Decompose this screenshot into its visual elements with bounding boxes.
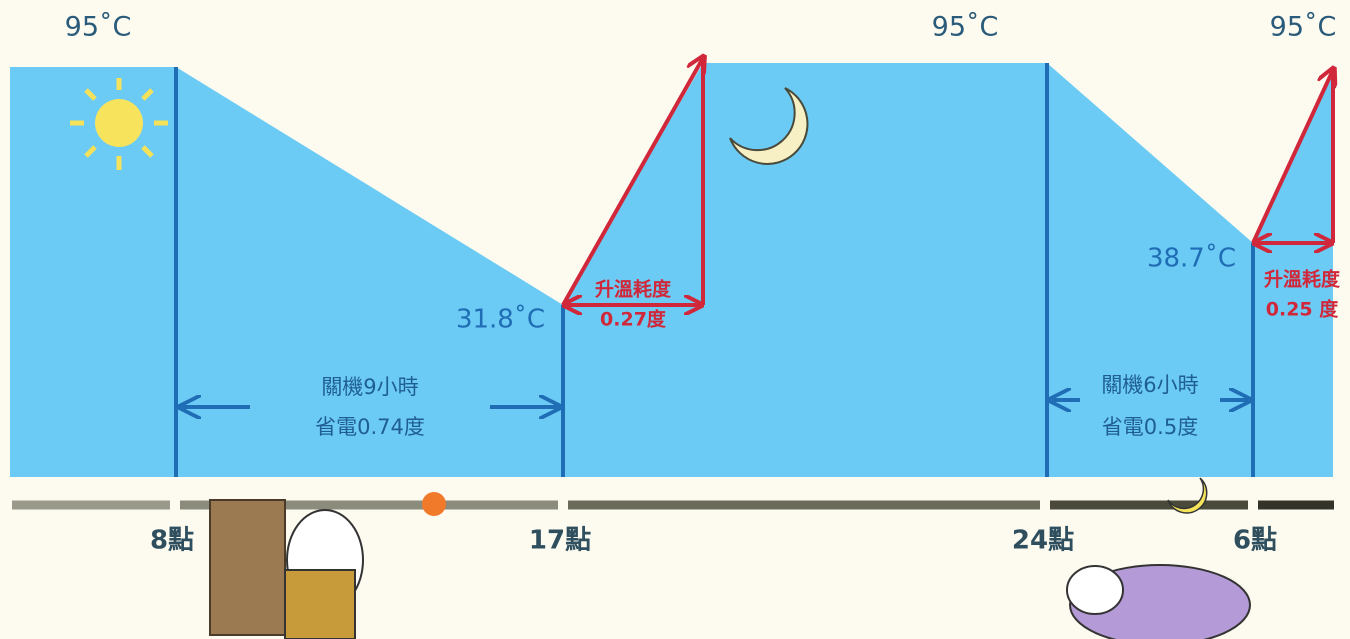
- off-title: 關機9小時: [321, 375, 418, 399]
- time-label: 17點: [529, 526, 591, 556]
- reheat-title: 升溫耗度: [1264, 268, 1341, 291]
- reheat-arrows: [561, 58, 1333, 305]
- reheat-value: 0.25 度: [1266, 298, 1339, 321]
- time-label: 8點: [150, 526, 194, 556]
- off-arrows: [182, 400, 1248, 407]
- divider-lines: [174, 63, 1255, 477]
- off-value: 省電0.5度: [1102, 415, 1198, 439]
- time-label: 24點: [1012, 526, 1074, 556]
- moon-small: [1167, 477, 1208, 514]
- sun-icon: [70, 78, 168, 170]
- top-temp: 95˚C: [932, 12, 999, 43]
- bear-bed: [1066, 564, 1251, 639]
- moon-icon: [729, 87, 809, 165]
- low-temp: 38.7˚C: [1147, 244, 1236, 274]
- top-temp: 95˚C: [65, 12, 132, 43]
- time-label: 6點: [1233, 526, 1277, 556]
- low-temp: 31.8˚C: [456, 305, 545, 335]
- bear-door: [209, 499, 364, 639]
- sun-small: [422, 492, 446, 516]
- off-title: 關機6小時: [1101, 373, 1198, 397]
- top-temp: 95˚C: [1270, 12, 1337, 43]
- off-value: 省電0.74度: [315, 415, 425, 439]
- reheat-value: 0.27度: [600, 308, 667, 331]
- reheat-title: 升溫耗度: [595, 278, 672, 301]
- temperature-area: [10, 63, 1333, 477]
